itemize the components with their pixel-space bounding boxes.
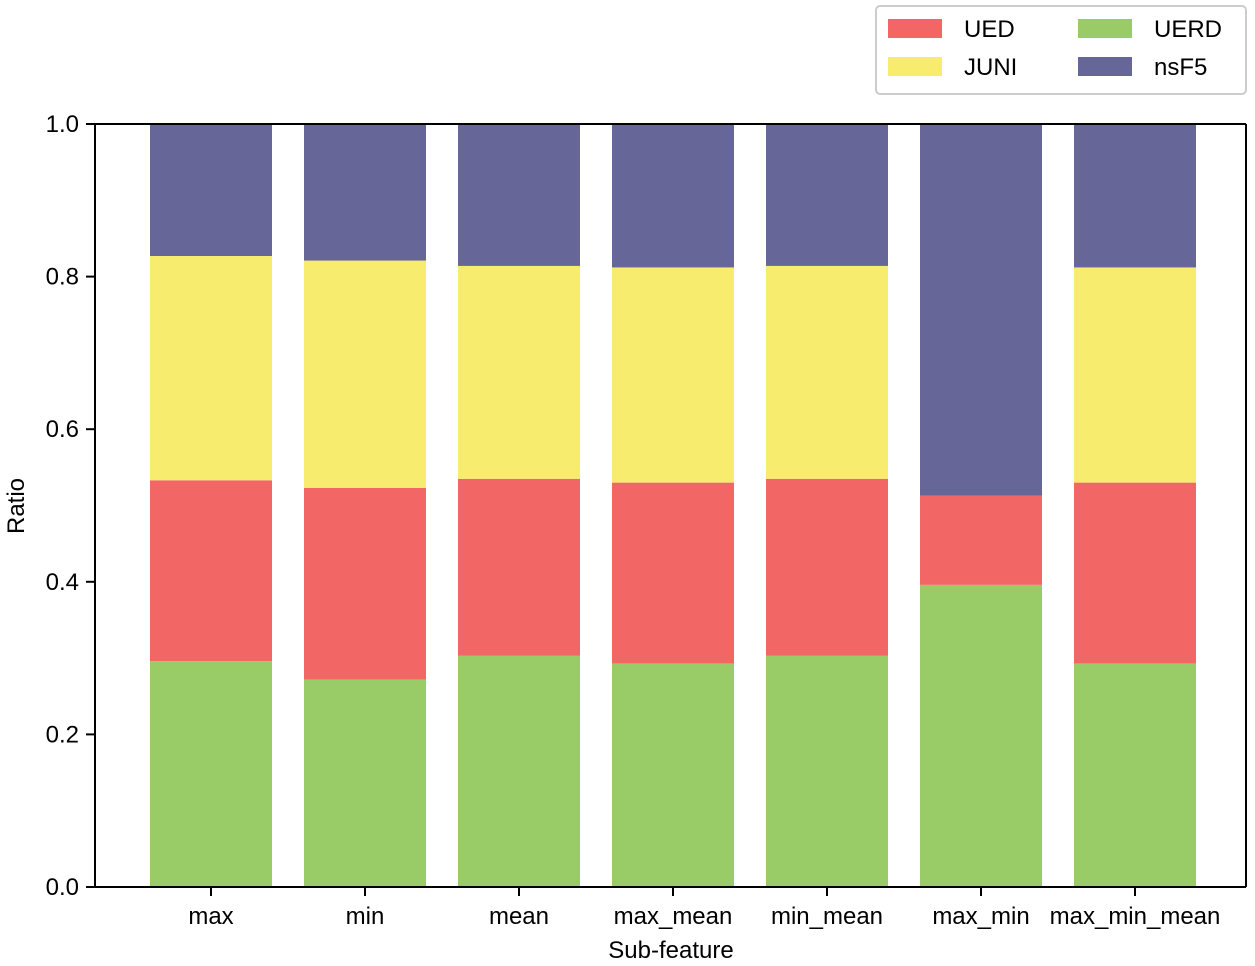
x-tick-label: min_mean (771, 903, 883, 930)
legend-label-ued: UED (964, 16, 1015, 43)
y-tick-label: 0.0 (46, 874, 79, 901)
bar-juni-max-mean (612, 267, 734, 483)
x-tick-label: max (188, 903, 233, 930)
bar-uerd-max (150, 661, 272, 887)
bar-juni-min (304, 260, 426, 488)
bar-nsf5-max-mean (612, 124, 734, 268)
bar-juni-max (150, 255, 272, 481)
bar-nsf5-max-min (920, 124, 1042, 496)
legend-swatch-ued (888, 19, 942, 38)
bar-ued-max-min-mean (1074, 482, 1196, 664)
legend-frame (875, 5, 1247, 95)
legend-label-nsf5: nsF5 (1154, 54, 1207, 81)
x-tick-label: mean (489, 903, 549, 930)
legend: UED UERD JUNI nsF5 (875, 5, 1247, 95)
legend-label-uerd: UERD (1154, 16, 1222, 43)
bar-nsf5-min-mean (766, 124, 888, 266)
x-tick-label: min (346, 903, 385, 930)
bar-uerd-min (304, 679, 426, 887)
x-ticks: max min mean max_mean min_mean max_min max_min… (188, 887, 1220, 930)
x-tick-label: max_min (932, 903, 1029, 930)
bar-uerd-max-mean (612, 663, 734, 887)
bar-ued-mean (458, 478, 580, 656)
bar-ued-max-min (920, 495, 1042, 585)
y-tick-label: 0.2 (46, 721, 79, 748)
y-tick-label: 0.6 (46, 416, 79, 443)
legend-label-juni: JUNI (964, 54, 1017, 81)
bar-juni-max-min-mean (1074, 267, 1196, 483)
bar-nsf5-max (150, 124, 272, 256)
x-tick-label: max_min_mean (1050, 903, 1221, 930)
y-ticks: 0.0 0.2 0.4 0.6 0.8 1.0 (46, 111, 95, 901)
bar-uerd-max-min (920, 584, 1042, 887)
y-axis-label: Ratio (3, 478, 30, 534)
legend-swatch-uerd (1078, 19, 1132, 38)
bar-uerd-min-mean (766, 655, 888, 887)
x-tick-label: max_mean (614, 903, 733, 930)
y-tick-label: 0.8 (46, 264, 79, 291)
bar-juni-min-mean (766, 265, 888, 479)
bar-ued-max-mean (612, 482, 734, 664)
bar-uerd-max-min-mean (1074, 663, 1196, 887)
bar-uerd-mean (458, 655, 580, 887)
bar-nsf5-min (304, 124, 426, 261)
bar-nsf5-max-min-mean (1074, 124, 1196, 268)
x-axis-label: Sub-feature (608, 937, 733, 964)
bar-juni-mean (458, 265, 580, 479)
y-tick-label: 1.0 (46, 111, 79, 138)
axes-layer (94, 123, 1247, 888)
y-tick-label: 0.4 (46, 569, 79, 596)
bar-ued-max (150, 480, 272, 662)
bar-nsf5-mean (458, 124, 580, 266)
bar-ued-min-mean (766, 478, 888, 656)
legend-swatch-juni (888, 57, 942, 76)
legend-swatch-nsf5 (1078, 57, 1132, 76)
bars-layer (150, 124, 1196, 887)
bar-ued-min (304, 487, 426, 680)
